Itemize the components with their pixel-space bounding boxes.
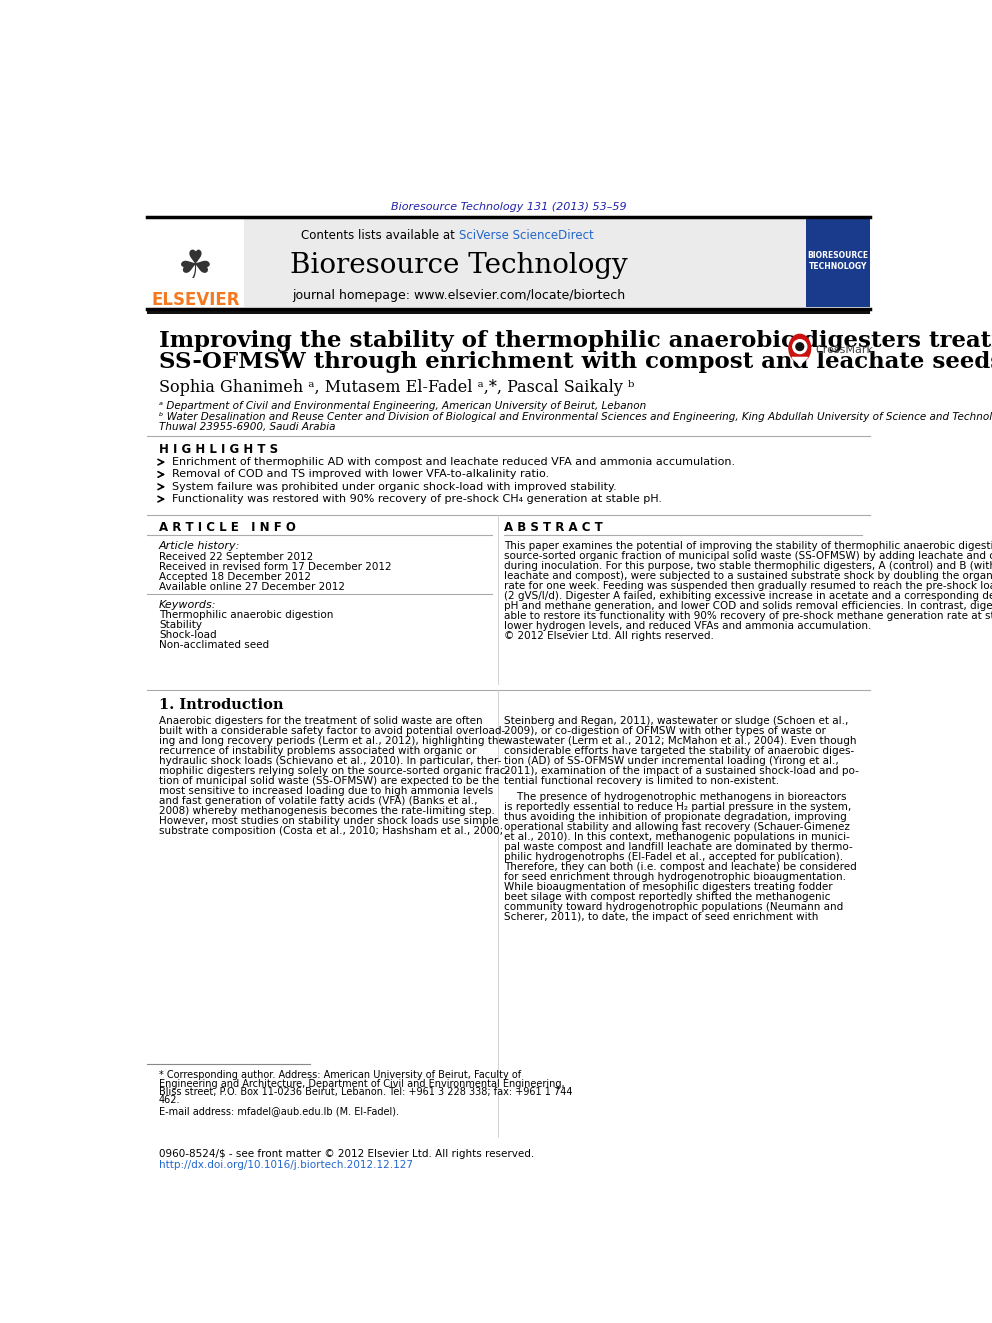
Text: 1. Introduction: 1. Introduction <box>159 699 284 713</box>
Text: considerable efforts have targeted the stability of anaerobic diges-: considerable efforts have targeted the s… <box>504 746 854 755</box>
Text: Removal of COD and TS improved with lower VFA-to-alkalinity ratio.: Removal of COD and TS improved with lowe… <box>172 470 550 479</box>
Text: Functionality was restored with 90% recovery of pre-shock CH₄ generation at stab: Functionality was restored with 90% reco… <box>172 493 662 504</box>
Text: Bioresource Technology 131 (2013) 53–59: Bioresource Technology 131 (2013) 53–59 <box>391 201 626 212</box>
Text: Accepted 18 December 2012: Accepted 18 December 2012 <box>159 572 310 582</box>
Text: (2 gVS/l/d). Digester A failed, exhibiting excessive increase in acetate and a c: (2 gVS/l/d). Digester A failed, exhibiti… <box>504 591 992 601</box>
Circle shape <box>796 343 804 351</box>
Text: substrate composition (Costa et al., 2010; Hashsham et al., 2000;: substrate composition (Costa et al., 201… <box>159 826 503 836</box>
Text: E-mail address: mfadel@aub.edu.lb (M. El-Fadel).: E-mail address: mfadel@aub.edu.lb (M. El… <box>159 1106 399 1117</box>
Text: journal homepage: www.elsevier.com/locate/biortech: journal homepage: www.elsevier.com/locat… <box>293 288 625 302</box>
Text: tion of municipal solid waste (SS-OFMSW) are expected to be the: tion of municipal solid waste (SS-OFMSW)… <box>159 775 499 786</box>
Text: Anaerobic digesters for the treatment of solid waste are often: Anaerobic digesters for the treatment of… <box>159 716 482 726</box>
Text: Keywords:: Keywords: <box>159 599 216 610</box>
Text: lower hydrogen levels, and reduced VFAs and ammonia accumulation.: lower hydrogen levels, and reduced VFAs … <box>504 622 871 631</box>
Text: The presence of hydrogenotrophic methanogens in bioreactors: The presence of hydrogenotrophic methano… <box>504 792 846 802</box>
Text: recurrence of instability problems associated with organic or: recurrence of instability problems assoc… <box>159 746 476 755</box>
Text: beet silage with compost reportedly shifted the methanogenic: beet silage with compost reportedly shif… <box>504 892 830 902</box>
Text: tion (AD) of SS-OFMSW under incremental loading (Yirong et al.,: tion (AD) of SS-OFMSW under incremental … <box>504 755 838 766</box>
Text: philic hydrogenotrophs (El-Fadel et al., accepted for publication).: philic hydrogenotrophs (El-Fadel et al.,… <box>504 852 843 863</box>
Text: Bliss street, P.O. Box 11-0236 Beirut, Lebanon. Tel: +961 3 228 338; fax: +961 1: Bliss street, P.O. Box 11-0236 Beirut, L… <box>159 1088 572 1097</box>
Text: ᵇ Water Desalination and Reuse Center and Division of Biological and Environment: ᵇ Water Desalination and Reuse Center an… <box>159 411 992 422</box>
Text: A R T I C L E   I N F O: A R T I C L E I N F O <box>159 521 296 534</box>
Text: during inoculation. For this purpose, two stable thermophilic digesters, A (cont: during inoculation. For this purpose, tw… <box>504 561 992 572</box>
Polygon shape <box>792 357 807 365</box>
Text: While bioaugmentation of mesophilic digesters treating fodder: While bioaugmentation of mesophilic dige… <box>504 882 832 892</box>
Text: H I G H L I G H T S: H I G H L I G H T S <box>159 443 278 455</box>
Text: rate for one week. Feeding was suspended then gradually resumed to reach the pre: rate for one week. Feeding was suspended… <box>504 581 992 591</box>
Text: CrossMark: CrossMark <box>815 345 873 355</box>
Text: leachate and compost), were subjected to a sustained substrate shock by doubling: leachate and compost), were subjected to… <box>504 572 992 581</box>
Text: Improving the stability of thermophilic anaerobic digesters treating: Improving the stability of thermophilic … <box>159 331 992 352</box>
Text: SS-OFMSW through enrichment with compost and leachate seeds: SS-OFMSW through enrichment with compost… <box>159 351 992 373</box>
Text: 2011), examination of the impact of a sustained shock-load and po-: 2011), examination of the impact of a su… <box>504 766 859 775</box>
Text: ELSEVIER: ELSEVIER <box>151 291 239 308</box>
FancyBboxPatch shape <box>244 217 806 307</box>
Text: wastewater (Lerm et al., 2012; McMahon et al., 2004). Even though: wastewater (Lerm et al., 2012; McMahon e… <box>504 736 856 746</box>
Text: Thuwal 23955-6900, Saudi Arabia: Thuwal 23955-6900, Saudi Arabia <box>159 422 335 433</box>
Ellipse shape <box>789 335 810 363</box>
Text: pal waste compost and landfill leachate are dominated by thermo-: pal waste compost and landfill leachate … <box>504 843 852 852</box>
Text: most sensitive to increased loading due to high ammonia levels: most sensitive to increased loading due … <box>159 786 493 796</box>
Text: 2009), or co-digestion of OFMSW with other types of waste or: 2009), or co-digestion of OFMSW with oth… <box>504 726 825 736</box>
Text: Non-acclimated seed: Non-acclimated seed <box>159 639 269 650</box>
Circle shape <box>793 340 806 353</box>
FancyBboxPatch shape <box>147 308 870 314</box>
Text: ᵃ Department of Civil and Environmental Engineering, American University of Beir: ᵃ Department of Civil and Environmental … <box>159 401 646 411</box>
Text: built with a considerable safety factor to avoid potential overload-: built with a considerable safety factor … <box>159 726 505 736</box>
Text: http://dx.doi.org/10.1016/j.biortech.2012.12.127: http://dx.doi.org/10.1016/j.biortech.201… <box>159 1160 413 1170</box>
Text: Received in revised form 17 December 2012: Received in revised form 17 December 201… <box>159 562 392 572</box>
Text: mophilic digesters relying solely on the source-sorted organic frac-: mophilic digesters relying solely on the… <box>159 766 509 775</box>
Text: Bioresource Technology: Bioresource Technology <box>290 251 628 279</box>
Text: thus avoiding the inhibition of propionate degradation, improving: thus avoiding the inhibition of propiona… <box>504 812 846 822</box>
Text: able to restore its functionality with 90% recovery of pre-shock methane generat: able to restore its functionality with 9… <box>504 611 992 620</box>
FancyBboxPatch shape <box>147 217 244 307</box>
Text: for seed enrichment through hydrogenotrophic bioaugmentation.: for seed enrichment through hydrogenotro… <box>504 872 846 882</box>
Text: Enrichment of thermophilic AD with compost and leachate reduced VFA and ammonia : Enrichment of thermophilic AD with compo… <box>172 458 735 467</box>
Text: Article history:: Article history: <box>159 541 240 552</box>
Text: hydraulic shock loads (Schievano et al., 2010). In particular, ther-: hydraulic shock loads (Schievano et al.,… <box>159 755 501 766</box>
Text: pH and methane generation, and lower COD and solids removal efficiencies. In con: pH and methane generation, and lower COD… <box>504 601 992 611</box>
Text: © 2012 Elsevier Ltd. All rights reserved.: © 2012 Elsevier Ltd. All rights reserved… <box>504 631 713 642</box>
Text: Scherer, 2011), to date, the impact of seed enrichment with: Scherer, 2011), to date, the impact of s… <box>504 913 818 922</box>
Text: Contents lists available at: Contents lists available at <box>302 229 458 242</box>
Text: Received 22 September 2012: Received 22 September 2012 <box>159 552 313 562</box>
Text: Shock-load: Shock-load <box>159 630 216 639</box>
Text: 462.: 462. <box>159 1095 181 1106</box>
Text: System failure was prohibited under organic shock-load with improved stability.: System failure was prohibited under orga… <box>172 482 617 492</box>
Text: * Corresponding author. Address: American University of Beirut, Faculty of: * Corresponding author. Address: America… <box>159 1070 521 1080</box>
Text: is reportedly essential to reduce H₂ partial pressure in the system,: is reportedly essential to reduce H₂ par… <box>504 802 851 812</box>
Text: Available online 27 December 2012: Available online 27 December 2012 <box>159 582 345 591</box>
Text: 2008) whereby methanogenesis becomes the rate-limiting step.: 2008) whereby methanogenesis becomes the… <box>159 806 495 816</box>
Text: ☘: ☘ <box>178 247 212 286</box>
Text: BIORESOURCE
TECHNOLOGY: BIORESOURCE TECHNOLOGY <box>807 251 868 271</box>
Text: Therefore, they can both (i.e. compost and leachate) be considered: Therefore, they can both (i.e. compost a… <box>504 863 856 872</box>
Text: 0960-8524/$ - see front matter © 2012 Elsevier Ltd. All rights reserved.: 0960-8524/$ - see front matter © 2012 El… <box>159 1148 534 1159</box>
Text: and fast generation of volatile fatty acids (VFA) (Banks et al.,: and fast generation of volatile fatty ac… <box>159 796 477 806</box>
Text: source-sorted organic fraction of municipal solid waste (SS-OFMSW) by adding lea: source-sorted organic fraction of munici… <box>504 552 992 561</box>
Text: Steinberg and Regan, 2011), wastewater or sludge (Schoen et al.,: Steinberg and Regan, 2011), wastewater o… <box>504 716 848 726</box>
Text: Engineering and Architecture, Department of Civil and Environmental Engineering,: Engineering and Architecture, Department… <box>159 1078 564 1089</box>
Text: Sophia Ghanimeh ᵃ, Mutasem El-Fadel ᵃ,*, Pascal Saikaly ᵇ: Sophia Ghanimeh ᵃ, Mutasem El-Fadel ᵃ,*,… <box>159 378 634 396</box>
Text: Thermophilic anaerobic digestion: Thermophilic anaerobic digestion <box>159 610 333 619</box>
Text: tential functional recovery is limited to non-existent.: tential functional recovery is limited t… <box>504 775 779 786</box>
Text: Stability: Stability <box>159 619 202 630</box>
Text: operational stability and allowing fast recovery (Schauer-Gimenez: operational stability and allowing fast … <box>504 822 849 832</box>
Text: ing and long recovery periods (Lerm et al., 2012), highlighting the: ing and long recovery periods (Lerm et a… <box>159 736 505 746</box>
Text: However, most studies on stability under shock loads use simple: However, most studies on stability under… <box>159 816 498 826</box>
Text: A B S T R A C T: A B S T R A C T <box>504 521 602 534</box>
FancyBboxPatch shape <box>806 217 870 307</box>
Text: SciVerse ScienceDirect: SciVerse ScienceDirect <box>458 229 593 242</box>
Text: This paper examines the potential of improving the stability of thermophilic ana: This paper examines the potential of imp… <box>504 541 992 552</box>
Text: et al., 2010). In this context, methanogenic populations in munici-: et al., 2010). In this context, methanog… <box>504 832 849 843</box>
Text: community toward hydrogenotrophic populations (Neumann and: community toward hydrogenotrophic popula… <box>504 902 843 912</box>
